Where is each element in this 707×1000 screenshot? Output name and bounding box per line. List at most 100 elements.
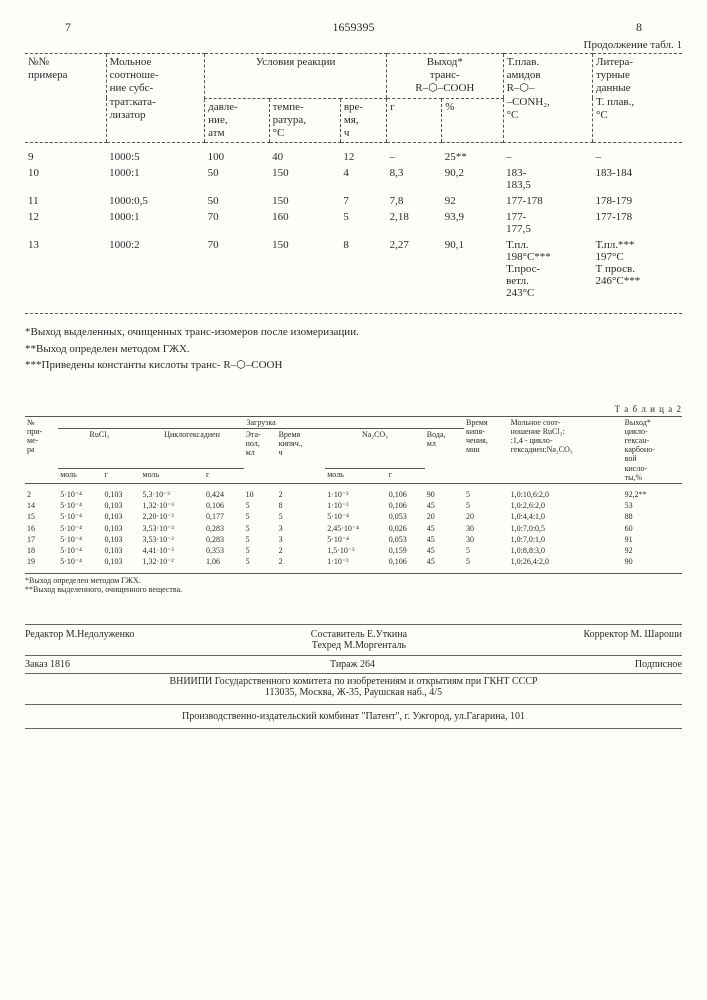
table-cell: 16 bbox=[25, 523, 58, 534]
table-cell: 0,159 bbox=[387, 545, 425, 556]
table-cell: 10 bbox=[244, 483, 277, 500]
table-cell: 45 bbox=[425, 545, 464, 556]
footnotes-2: *Выход определен методом ГЖХ. **Выход вы… bbox=[25, 573, 682, 594]
footnotes-1: *Выход выделенных, очищенных транс-изоме… bbox=[25, 324, 682, 374]
table-1: №№ примера Мольное соотноше- ние субс- т… bbox=[25, 53, 682, 301]
table-row: 185·10⁻⁴0,1034,41·10⁻³0,353521,5·10⁻³0,1… bbox=[25, 545, 682, 556]
table-cell: 9 bbox=[25, 143, 106, 166]
table-cell: 12 bbox=[25, 209, 106, 237]
table-cell: 12 bbox=[340, 143, 386, 166]
table-cell: 45 bbox=[425, 523, 464, 534]
footnote-2: **Выход определен методом ГЖХ. bbox=[25, 341, 682, 358]
t2-eth: Эта- нол, мл bbox=[244, 428, 277, 483]
table-cell: 2 bbox=[25, 483, 58, 500]
corrector: Корректор М. Шароши bbox=[583, 629, 682, 651]
table-cell: 3 bbox=[277, 534, 326, 545]
table-cell: 10 bbox=[25, 165, 106, 193]
table-cell: 40 bbox=[269, 143, 340, 166]
table-cell: 60 bbox=[623, 523, 682, 534]
table-cell: 50 bbox=[205, 193, 269, 209]
table-2-label: Т а б л и ц а 2 bbox=[25, 404, 682, 414]
table-cell: 1,5·10⁻³ bbox=[325, 545, 387, 556]
table-cell: 0,106 bbox=[387, 556, 425, 567]
table-cell: 5·10⁻⁴ bbox=[58, 523, 102, 534]
table-cell: 5 bbox=[464, 545, 509, 556]
table-2: № при- ме- ра Загрузка Время кипя- чения… bbox=[25, 416, 682, 568]
table-cell: 5 bbox=[244, 511, 277, 522]
table-cell: 1,0:4,4:1,0 bbox=[509, 511, 623, 522]
table-cell: 0,053 bbox=[387, 511, 425, 522]
table-cell: 92 bbox=[442, 193, 503, 209]
table-row: 131000:27015082,2790,1Т.пл. 198°С*** Т.п… bbox=[25, 237, 682, 301]
th-num: №№ примера bbox=[25, 54, 106, 143]
table-cell: 0,424 bbox=[204, 483, 244, 500]
table-cell: 50 bbox=[205, 165, 269, 193]
t2-na: Na₂CO₃ bbox=[325, 428, 425, 468]
t2-fn2: **Выход выделенного, очищенного вещества… bbox=[25, 585, 682, 594]
table-cell: 5 bbox=[244, 500, 277, 511]
table-cell: 1,0:26,4:2,0 bbox=[509, 556, 623, 567]
t2-ratio: Мольное соот- ношение RuCl₃: :1,4 - цикл… bbox=[509, 416, 623, 483]
editor: Редактор М.Недолуженко bbox=[25, 629, 134, 651]
table-cell: 17 bbox=[25, 534, 58, 545]
table-cell: 4,41·10⁻³ bbox=[141, 545, 205, 556]
table-cell: 93,9 bbox=[442, 209, 503, 237]
table-cell: 5·10⁻⁴ bbox=[58, 545, 102, 556]
table-cell: – bbox=[387, 143, 442, 166]
table-cell: 5 bbox=[340, 209, 386, 237]
table-cell: 70 bbox=[205, 209, 269, 237]
table-cell: 150 bbox=[269, 237, 340, 301]
table-row: 175·10⁻⁴0,1033,53·10⁻³0,283535·10⁻⁴0,053… bbox=[25, 534, 682, 545]
table-cell: 5 bbox=[244, 523, 277, 534]
table-cell: 183-184 bbox=[593, 165, 683, 193]
table-cell: Т.пл. 198°С*** Т.прос- ветл. 243°С bbox=[503, 237, 592, 301]
table-cell: 1,0:2,6:2,0 bbox=[509, 500, 623, 511]
table-row: 101000:15015048,390,2183- 183,5183-184 bbox=[25, 165, 682, 193]
table-cell: 183- 183,5 bbox=[503, 165, 592, 193]
subscription: Подписное bbox=[635, 659, 682, 670]
table-cell: 5 bbox=[244, 556, 277, 567]
table-cell: 5,3·10⁻³ bbox=[141, 483, 205, 500]
table-cell: 0,103 bbox=[103, 483, 141, 500]
t2-water: Вода, мл bbox=[425, 428, 464, 483]
table-cell: 0,103 bbox=[103, 523, 141, 534]
continuation-label: Продолжение табл. 1 bbox=[25, 39, 682, 51]
table-cell: 0,053 bbox=[387, 534, 425, 545]
table-cell: 1,0:8,8:3,0 bbox=[509, 545, 623, 556]
table-cell: 0,177 bbox=[204, 511, 244, 522]
th-mp: Т.плав. амидов R–⬡– –CONH₂, °С bbox=[503, 54, 592, 143]
table-cell: 150 bbox=[269, 165, 340, 193]
table-cell: 45 bbox=[425, 534, 464, 545]
table-cell: 88 bbox=[623, 511, 682, 522]
credits-block: Редактор М.Недолуженко Составитель Е.Утк… bbox=[25, 624, 682, 729]
table-cell: 20 bbox=[464, 511, 509, 522]
table-cell: 0,103 bbox=[103, 534, 141, 545]
table-cell: 0,103 bbox=[103, 556, 141, 567]
table-cell: 1·10⁻³ bbox=[325, 500, 387, 511]
table-cell: Т.пл.*** 197°С Т просв. 246°С*** bbox=[593, 237, 683, 301]
address: 113035, Москва, Ж-35, Раушская наб., 4/5 bbox=[25, 687, 682, 698]
table-cell: 53 bbox=[623, 500, 682, 511]
table-cell: 178-179 bbox=[593, 193, 683, 209]
table-cell: 150 bbox=[269, 193, 340, 209]
t2-chd-m: моль bbox=[141, 468, 205, 483]
table-cell: 0,026 bbox=[387, 523, 425, 534]
table-cell: 90,2 bbox=[442, 165, 503, 193]
table-cell: 3,53·10⁻³ bbox=[141, 534, 205, 545]
table-cell: 1000:0,5 bbox=[106, 193, 205, 209]
table-cell: 91 bbox=[623, 534, 682, 545]
table-cell: 5 bbox=[277, 511, 326, 522]
t2-rucl-m: моль bbox=[58, 468, 102, 483]
t2-zagr: Загрузка bbox=[58, 416, 464, 428]
organization: ВНИИПИ Государственного комитета по изоб… bbox=[25, 676, 682, 687]
table-cell: 1000:1 bbox=[106, 165, 205, 193]
table-cell: – bbox=[503, 143, 592, 166]
th-lit: Литера- турные данные Т. плав., °С bbox=[593, 54, 683, 143]
table-cell: 25** bbox=[442, 143, 503, 166]
table-cell: 0,103 bbox=[103, 545, 141, 556]
table-cell: 1,32·10⁻² bbox=[141, 556, 205, 567]
table-cell: 19 bbox=[25, 556, 58, 567]
table-row: 165·10⁻⁴0,1033,53·10⁻³0,283532,45·10⁻⁴0,… bbox=[25, 523, 682, 534]
footnote-1: *Выход выделенных, очищенных транс-изоме… bbox=[25, 324, 682, 341]
techred: Техред М.Моргенталь bbox=[312, 640, 406, 651]
